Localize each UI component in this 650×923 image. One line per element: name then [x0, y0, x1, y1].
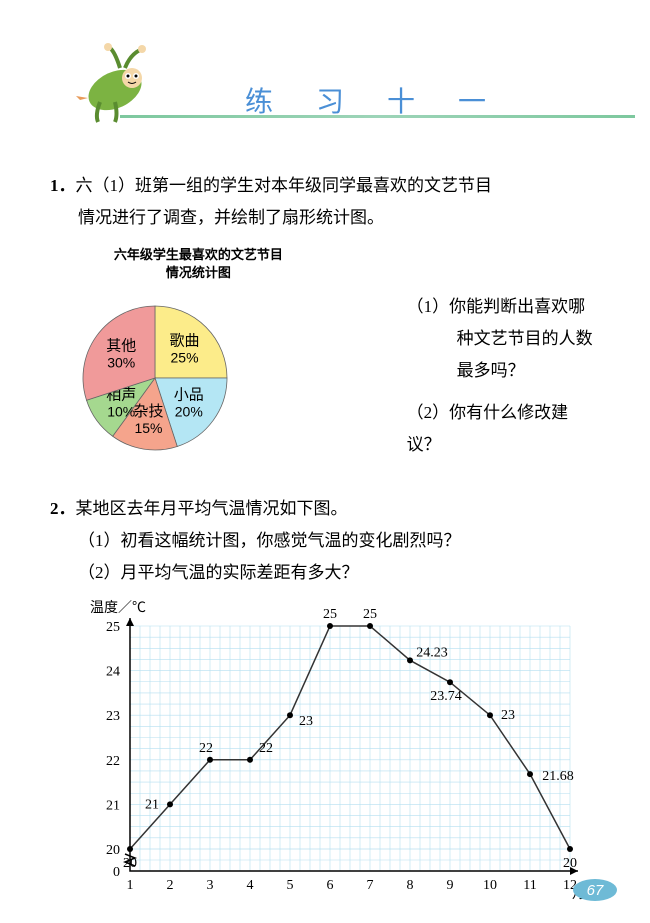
svg-text:20: 20 — [106, 843, 120, 858]
svg-text:25%: 25% — [171, 349, 199, 365]
svg-text:25: 25 — [106, 620, 120, 635]
svg-text:9: 9 — [447, 878, 454, 893]
svg-text:23: 23 — [299, 714, 313, 729]
q1-text-line2: 情况进行了调查，并绘制了扇形统计图。 — [50, 202, 600, 234]
svg-text:15%: 15% — [134, 420, 162, 436]
q1-sub2-num: （2） — [407, 403, 450, 422]
svg-text:24.23: 24.23 — [416, 645, 448, 660]
svg-text:25: 25 — [323, 607, 337, 622]
svg-text:23: 23 — [501, 708, 515, 723]
q1-text-line1: 六（1）班第一组的学生对本年级同学最喜欢的文艺节目 — [76, 176, 493, 195]
svg-text:21: 21 — [106, 798, 120, 813]
q1-sub1-l3: 最多吗？ — [407, 361, 525, 380]
pie-left: 六年级学生最喜欢的文艺节目 情况统计图 歌曲25%小品20%杂技15%相声10%… — [50, 246, 347, 465]
q1-number: 1． — [50, 176, 76, 195]
header-area: 练 习 十 一 — [50, 40, 600, 150]
svg-text:11: 11 — [523, 878, 536, 893]
q1-sub1-num: （1） — [407, 297, 450, 316]
q2-text: 某地区去年月平均气温情况如下图。 — [76, 499, 348, 518]
svg-text:23: 23 — [106, 709, 120, 724]
q2-sub1: （1）初看这幅统计图，你感觉气温的变化剧烈吗？ — [50, 525, 600, 557]
svg-text:22: 22 — [199, 741, 213, 756]
q1-subquestions: （1）你能判断出喜欢哪 种文艺节目的人数 最多吗？ （2）你有什么修改建议？ — [347, 246, 600, 465]
page-number: 67 — [587, 882, 604, 899]
line-chart: 2021222324250123456789101112202122222325… — [70, 601, 590, 901]
question-1: 1．六（1）班第一组的学生对本年级同学最喜欢的文艺节目 情况进行了调查，并绘制了… — [50, 170, 600, 234]
page-number-badge: 67 — [570, 877, 620, 908]
svg-text:歌曲: 歌曲 — [170, 332, 200, 349]
pie-chart-title: 六年级学生最喜欢的文艺节目 情况统计图 — [50, 246, 347, 282]
svg-text:8: 8 — [407, 878, 414, 893]
svg-text:25: 25 — [363, 607, 377, 622]
svg-text:21.68: 21.68 — [542, 769, 574, 784]
svg-text:23.74: 23.74 — [430, 689, 462, 704]
svg-text:20: 20 — [123, 856, 137, 871]
svg-text:22: 22 — [106, 754, 120, 769]
svg-text:6: 6 — [327, 878, 334, 893]
mascot-character — [70, 40, 170, 135]
q1-sub1-l2: 种文艺节目的人数 — [407, 329, 593, 348]
svg-text:10%: 10% — [107, 404, 135, 420]
svg-text:其他: 其他 — [106, 337, 136, 354]
pie-chart: 歌曲25%小品20%杂技15%相声10%其他30% — [50, 290, 260, 460]
svg-text:21: 21 — [145, 797, 159, 812]
svg-text:22: 22 — [259, 741, 273, 756]
svg-text:10: 10 — [483, 878, 497, 893]
svg-text:小品: 小品 — [174, 387, 204, 404]
svg-text:7: 7 — [367, 878, 374, 893]
svg-text:20%: 20% — [175, 404, 203, 420]
svg-text:4: 4 — [247, 878, 254, 893]
pie-section: 六年级学生最喜欢的文艺节目 情况统计图 歌曲25%小品20%杂技15%相声10%… — [50, 246, 600, 465]
svg-text:杂技: 杂技 — [133, 403, 163, 420]
y-axis-label: 温度／℃ — [90, 597, 146, 617]
svg-text:30%: 30% — [107, 354, 135, 370]
svg-text:3: 3 — [207, 878, 214, 893]
svg-text:2: 2 — [167, 878, 174, 893]
svg-text:1: 1 — [127, 878, 134, 893]
svg-text:24: 24 — [106, 665, 120, 680]
q2-number: 2． — [50, 499, 76, 518]
page-title: 练 习 十 一 — [245, 80, 504, 120]
svg-text:20: 20 — [563, 856, 577, 871]
question-2: 2．某地区去年月平均气温情况如下图。 （1）初看这幅统计图，你感觉气温的变化剧烈… — [50, 493, 600, 589]
svg-text:5: 5 — [287, 878, 294, 893]
q2-sub2: （2）月平均气温的实际差距有多大？ — [50, 557, 600, 589]
svg-text:0: 0 — [113, 865, 120, 880]
q1-sub1-l1: 你能判断出喜欢哪 — [449, 297, 585, 316]
line-chart-area: 温度／℃ 20212223242501234567891011122021222… — [70, 601, 590, 911]
